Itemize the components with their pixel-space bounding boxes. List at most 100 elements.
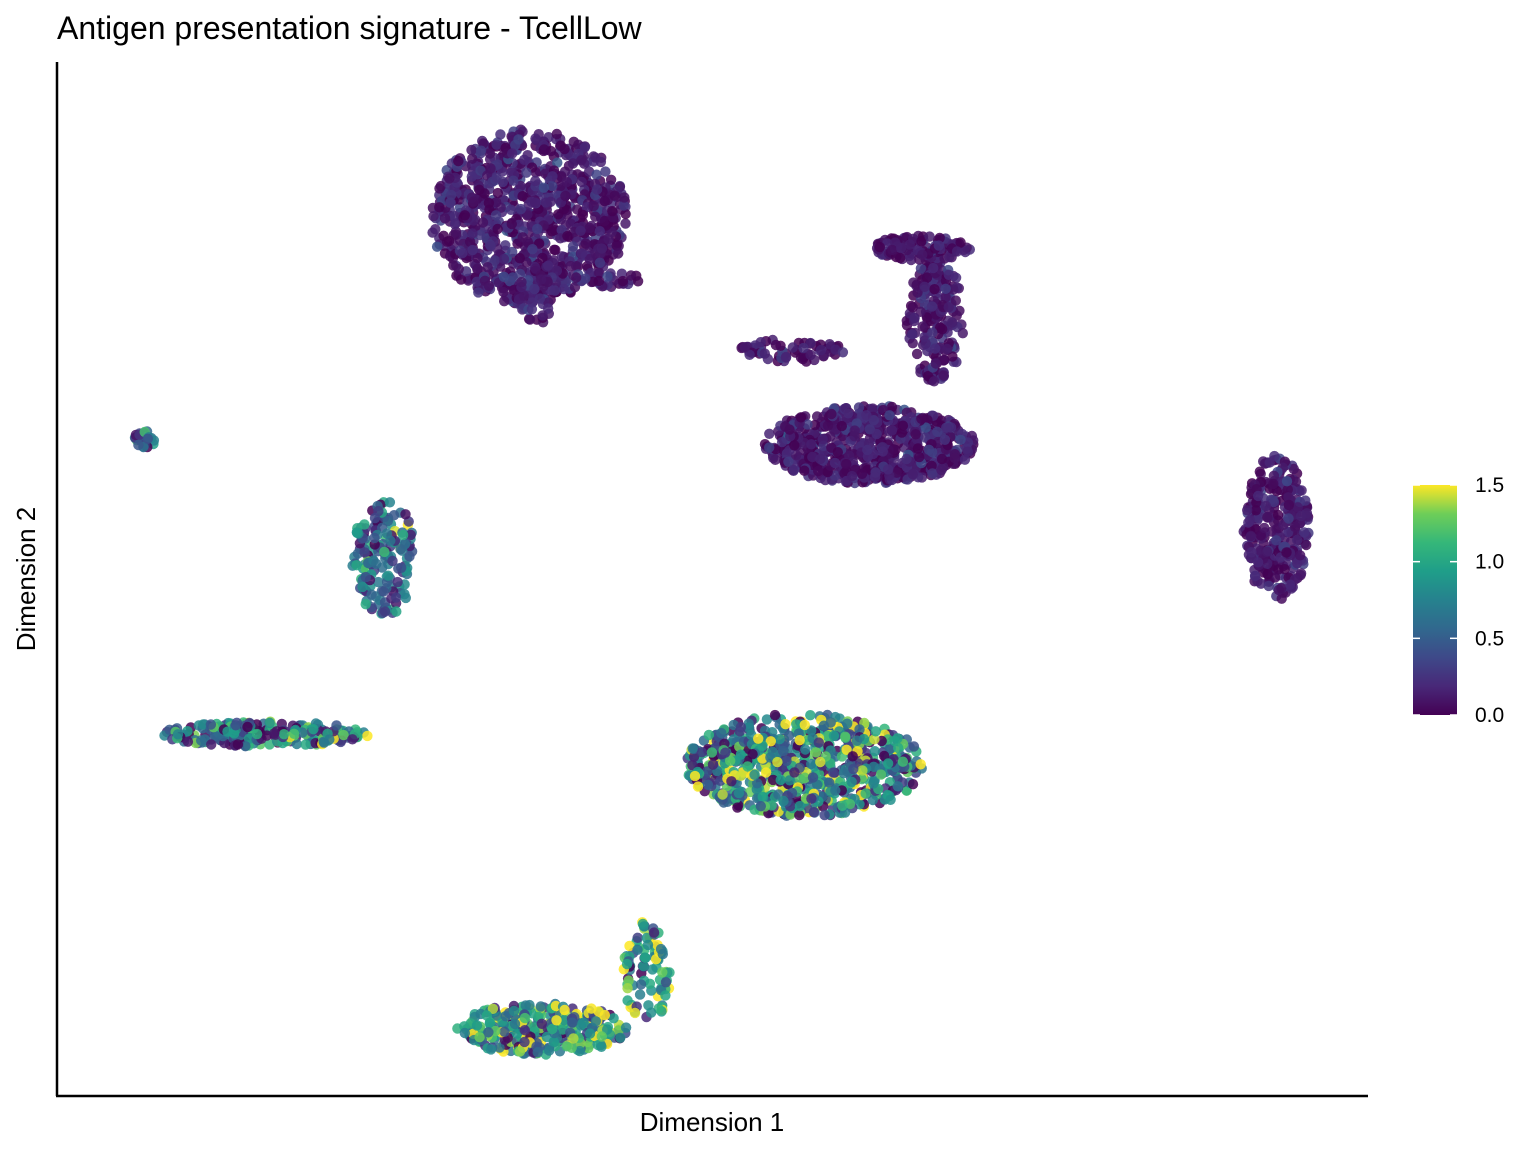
data-point [764, 428, 775, 439]
data-point [862, 444, 873, 456]
data-point [706, 747, 718, 758]
data-point [926, 301, 938, 312]
data-point [481, 1010, 492, 1021]
data-point [934, 232, 945, 244]
data-point [397, 529, 409, 541]
data-point [882, 464, 894, 475]
data-point [1281, 547, 1292, 558]
data-point [780, 352, 792, 363]
data-point [907, 329, 918, 340]
data-point [860, 788, 871, 799]
data-point [893, 742, 904, 754]
data-point [369, 512, 381, 524]
data-point [915, 263, 927, 274]
data-point [688, 751, 700, 762]
data-point [565, 260, 576, 272]
data-point [485, 240, 496, 252]
data-point [534, 293, 546, 304]
data-point [434, 202, 445, 213]
data-point [1253, 490, 1264, 502]
data-point [264, 717, 275, 729]
data-point [916, 413, 927, 424]
data-point [767, 774, 779, 786]
data-point [580, 273, 591, 284]
data-point [848, 763, 859, 775]
data-point [794, 800, 806, 812]
data-point [923, 444, 935, 455]
data-point [434, 183, 445, 194]
data-point [1282, 484, 1294, 495]
data-point [466, 171, 477, 182]
data-point [815, 344, 827, 356]
data-point [590, 1016, 601, 1027]
data-point [917, 249, 928, 260]
data-point [198, 719, 209, 730]
data-point [560, 190, 571, 202]
data-point [517, 191, 528, 202]
data-point [854, 724, 865, 735]
data-point [387, 555, 398, 567]
data-point [547, 1023, 558, 1035]
data-point [761, 714, 773, 725]
data-point [384, 497, 396, 508]
data-point [505, 204, 517, 215]
data-point [868, 778, 879, 789]
data-point [474, 1032, 485, 1043]
data-point [472, 263, 483, 274]
data-point [1246, 547, 1257, 558]
data-point [519, 1025, 530, 1036]
data-point [507, 148, 518, 159]
data-point [799, 465, 810, 476]
data-point [884, 410, 895, 421]
cluster-right-upper-hook [871, 230, 975, 266]
data-point [392, 576, 403, 588]
data-point [351, 560, 362, 571]
data-point [861, 410, 872, 421]
data-point [519, 1012, 531, 1024]
data-point [379, 546, 390, 558]
data-point [843, 408, 854, 419]
data-point [919, 281, 930, 292]
data-point [770, 339, 782, 351]
data-point [400, 592, 411, 604]
data-point [744, 349, 755, 360]
data-point [944, 251, 955, 263]
data-point [467, 244, 478, 256]
data-point [472, 252, 483, 264]
data-point [540, 197, 552, 208]
cluster-top-blob-point [511, 274, 556, 328]
data-point [620, 208, 631, 220]
data-point [611, 240, 622, 251]
data-point [769, 709, 781, 721]
data-point [908, 741, 920, 752]
data-point [776, 436, 788, 448]
data-point [300, 739, 311, 750]
data-point [445, 197, 456, 208]
data-point [579, 142, 590, 153]
data-point [735, 749, 746, 760]
data-point [1295, 568, 1307, 579]
data-point [559, 143, 570, 155]
data-point [689, 770, 701, 782]
data-point [404, 551, 415, 562]
data-point [911, 279, 922, 290]
data-point [331, 720, 342, 731]
data-point [142, 433, 153, 444]
data-point [594, 226, 605, 237]
data-point [841, 744, 852, 755]
cluster-top-blob-tail [571, 267, 644, 292]
data-point [490, 210, 502, 221]
cluster-bottom-crescent-arm [618, 917, 675, 1023]
data-point [576, 176, 587, 188]
data-point [1290, 476, 1302, 487]
data-point [509, 1018, 521, 1030]
cluster-far-right-ellipse [1238, 450, 1314, 604]
data-point [774, 733, 785, 745]
data-point [885, 794, 896, 805]
data-point [567, 158, 579, 169]
data-point [405, 529, 416, 541]
data-point [870, 726, 881, 737]
data-point [815, 756, 826, 768]
data-point [351, 527, 363, 538]
data-point [491, 139, 502, 150]
